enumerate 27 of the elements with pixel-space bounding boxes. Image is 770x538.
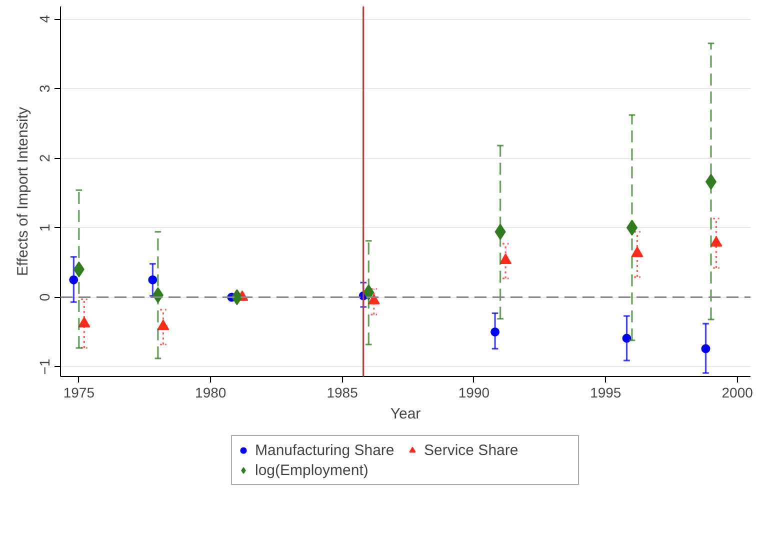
point [69, 275, 78, 284]
y-axis-title: Effects of Import Intensity [14, 106, 32, 276]
y-tick-label: −1 [36, 358, 52, 375]
x-tick-label: 2000 [722, 384, 754, 400]
x-tick-label: 1995 [590, 384, 622, 400]
y-tick-label: 1 [36, 224, 52, 232]
point [622, 334, 632, 343]
point [490, 327, 500, 336]
x-tick-label: 1990 [458, 384, 490, 400]
y-tick-label: 2 [36, 154, 52, 162]
point [631, 246, 644, 258]
point [701, 344, 710, 354]
point [157, 320, 170, 330]
point [500, 254, 512, 264]
point [148, 275, 158, 284]
x-axis-title: Year [390, 406, 421, 422]
legend-label: log(Employment) [255, 462, 370, 478]
y-tick-label: 3 [36, 84, 52, 92]
x-tick-label: 1985 [326, 384, 358, 400]
legend-label: Service Share [424, 442, 520, 458]
legend-label: Manufacturing Share [255, 442, 396, 458]
point [710, 236, 722, 247]
y-tick-label: 0 [36, 293, 52, 302]
x-tick-label: 1975 [63, 384, 95, 400]
y-tick-label: 4 [36, 14, 52, 23]
point [78, 316, 90, 328]
x-tick-label: 1980 [195, 384, 226, 400]
